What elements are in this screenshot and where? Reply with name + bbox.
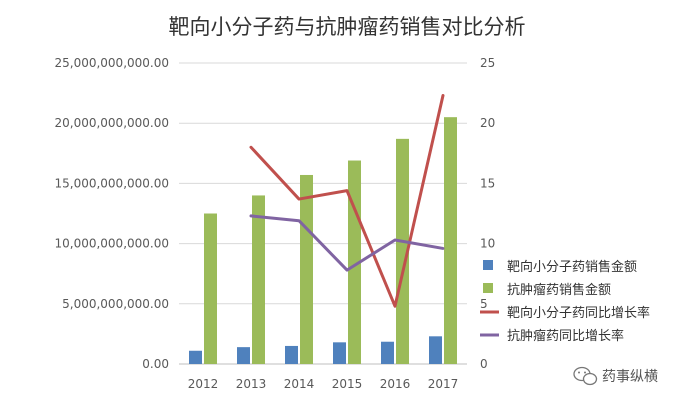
x-tick-label: 2017 (428, 377, 459, 391)
bar-antitumor-2014 (300, 174, 313, 364)
bar-targeted-2014 (285, 345, 298, 364)
chart-title: 靶向小分子药与抗肿瘤药销售对比分析 (169, 15, 526, 39)
line-targeted-growth (249, 94, 445, 308)
right-tick-label: 20 (480, 116, 495, 130)
left-tick-label: 20,000,000,000.00 (54, 116, 169, 130)
legend-label: 抗肿瘤药同比增长率 (507, 328, 624, 344)
bars (189, 117, 457, 365)
line-antitumor-growth (249, 214, 445, 272)
legend-label: 靶向小分子药同比增长率 (507, 305, 650, 321)
legend-swatch (483, 260, 493, 270)
legend-label: 靶向小分子药销售金额 (507, 259, 637, 275)
bar-targeted-2015 (333, 342, 346, 364)
bar-targeted-2012 (189, 350, 202, 364)
lines (249, 94, 445, 308)
gridlines (179, 62, 467, 365)
watermark-text: 药事纵横 (602, 369, 658, 385)
bar-antitumor-2017 (444, 117, 457, 365)
x-tick-label: 2016 (380, 377, 411, 391)
right-tick-label: 25 (480, 56, 495, 70)
watermark: 药事纵横 (573, 366, 658, 386)
right-tick-label: 5 (480, 297, 488, 311)
bar-targeted-2016 (381, 341, 394, 364)
right-tick-label: 0 (480, 357, 488, 371)
bar-antitumor-2012 (204, 213, 217, 364)
x-tick-label: 2014 (284, 377, 315, 391)
left-tick-label: 5,000,000,000.00 (62, 297, 169, 311)
bar-targeted-2013 (237, 347, 250, 364)
bar-antitumor-2016 (396, 138, 409, 364)
right-tick-label: 15 (480, 176, 495, 190)
left-tick-label: 25,000,000,000.00 (54, 56, 169, 70)
x-tick-label: 2013 (236, 377, 267, 391)
x-tick-label: 2012 (188, 377, 219, 391)
left-axis: 0.00 5,000,000,000.00 10,000,000,000.00 15,… (54, 56, 169, 371)
x-tick-label: 2015 (332, 377, 363, 391)
right-tick-label: 10 (480, 237, 495, 251)
legend-swatch (483, 283, 493, 293)
legend-label: 抗肿瘤药销售金额 (507, 282, 611, 298)
bar-targeted-2017 (429, 336, 442, 364)
wechat-icon (573, 366, 598, 386)
bar-antitumor-2013 (252, 195, 265, 364)
left-tick-label: 10,000,000,000.00 (54, 237, 169, 251)
left-tick-label: 0.00 (142, 357, 169, 371)
bar-antitumor-2015 (348, 160, 361, 364)
right-axis: 0 5 10 15 20 25 (480, 56, 495, 371)
left-tick-label: 15,000,000,000.00 (54, 176, 169, 190)
x-axis: 2012 2013 2014 2015 2016 2017 (188, 377, 459, 391)
